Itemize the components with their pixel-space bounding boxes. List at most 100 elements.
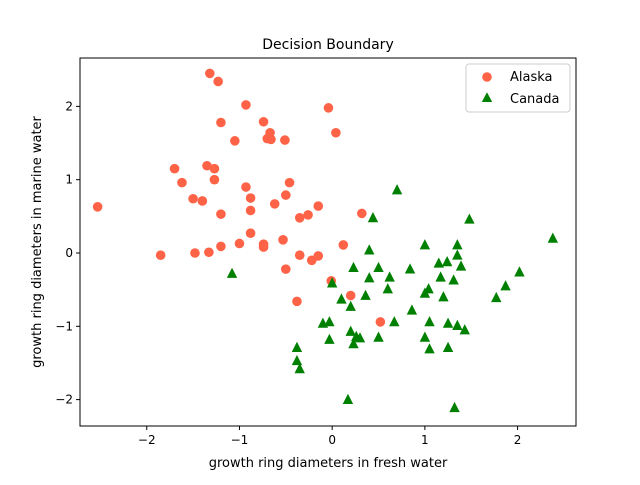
canada-point <box>406 304 418 315</box>
canada-point <box>464 213 475 224</box>
canada-point <box>382 283 393 294</box>
canada-point <box>342 393 354 405</box>
alaska-point <box>294 250 305 260</box>
y-tick-label: 2 <box>65 99 73 113</box>
canada-point <box>348 261 359 273</box>
canada-point <box>514 266 525 277</box>
canada-point <box>336 293 347 304</box>
y-axis-label: growth ring diameters in marine water <box>30 115 45 367</box>
data-points <box>92 68 559 413</box>
alaska-point <box>278 235 288 245</box>
canada-point <box>448 274 459 285</box>
canada-point <box>345 300 356 311</box>
alaska-point <box>188 193 198 204</box>
alaska-point <box>216 209 226 219</box>
canada-point <box>348 338 359 349</box>
legend-canada-marker <box>481 92 493 102</box>
canada-point <box>547 232 559 243</box>
legend-canada-label: Canada <box>510 92 559 107</box>
canada-point <box>500 280 511 291</box>
canada-point <box>364 244 375 255</box>
canada-point <box>360 289 371 300</box>
legend: Alaska Canada <box>465 63 571 113</box>
alaska-point <box>245 205 256 216</box>
alaska-point <box>281 264 291 274</box>
canada-point <box>441 255 453 267</box>
alaska-point <box>204 68 215 79</box>
canada-point <box>438 291 449 302</box>
alaska-point <box>375 317 386 327</box>
canada-point <box>389 316 400 327</box>
legend-alaska-marker <box>482 72 492 82</box>
canada-series <box>226 184 559 413</box>
alaska-point <box>281 190 291 200</box>
alaska-point <box>230 136 240 146</box>
alaska-point <box>202 160 212 171</box>
alaska-point <box>155 250 166 260</box>
alaska-point <box>204 247 214 258</box>
plot-frame <box>80 58 576 426</box>
canada-point <box>367 212 379 223</box>
canada-point <box>449 401 460 413</box>
legend-alaska-label: Alaska <box>510 70 553 85</box>
canada-point <box>291 341 303 352</box>
axes-border <box>79 57 577 427</box>
alaska-point <box>323 103 334 113</box>
alaska-point <box>245 193 256 203</box>
x-tick-label: −1 <box>231 433 249 447</box>
alaska-point <box>338 240 349 250</box>
legend-box <box>465 63 571 113</box>
x-axis-ticks: −2 −1 0 1 2 <box>138 426 522 447</box>
alaska-point <box>245 228 256 239</box>
alaska-point <box>266 134 276 145</box>
canada-point <box>294 363 305 374</box>
alaska-point <box>209 174 220 185</box>
canada-point <box>391 184 403 195</box>
alaska-point <box>209 163 220 174</box>
alaska-point <box>313 201 324 211</box>
y-axis-ticks: −2 −1 0 1 2 <box>55 99 80 407</box>
canada-point <box>364 272 375 283</box>
alaska-point <box>313 251 324 261</box>
alaska-point <box>234 238 245 249</box>
canada-point <box>435 271 446 282</box>
canada-point <box>442 317 454 328</box>
alaska-point <box>294 213 305 223</box>
alaska-point <box>216 241 226 252</box>
x-tick-label: 0 <box>328 433 336 447</box>
plot-area <box>79 57 577 427</box>
canada-point <box>452 249 463 260</box>
alaska-point <box>241 100 251 110</box>
y-tick-label: −2 <box>55 393 73 407</box>
x-tick-label: 2 <box>514 433 522 447</box>
alaska-point <box>258 242 269 252</box>
canada-point <box>419 331 431 342</box>
canada-point <box>424 316 435 327</box>
canada-point <box>354 332 366 343</box>
canada-point <box>433 257 444 268</box>
alaska-point <box>213 76 223 87</box>
canada-point <box>326 277 338 288</box>
alaska-point <box>197 196 208 206</box>
alaska-point <box>92 202 103 212</box>
canada-point <box>452 239 463 250</box>
canada-point <box>424 343 435 354</box>
canada-point <box>419 239 431 250</box>
canada-point <box>345 325 356 336</box>
alaska-series <box>92 68 386 327</box>
canada-point <box>291 354 303 366</box>
y-tick-label: 0 <box>65 246 73 260</box>
x-axis-label: growth ring diameters in fresh water <box>209 456 448 471</box>
canada-point <box>459 324 470 335</box>
x-tick-label: 1 <box>421 433 429 447</box>
alaska-point <box>331 127 341 138</box>
alaska-point <box>241 182 251 192</box>
canada-point <box>452 319 463 330</box>
canada-point <box>324 316 335 327</box>
canada-point <box>324 333 335 344</box>
alaska-point <box>258 116 269 127</box>
alaska-point <box>303 210 313 220</box>
alaska-point <box>177 177 187 188</box>
